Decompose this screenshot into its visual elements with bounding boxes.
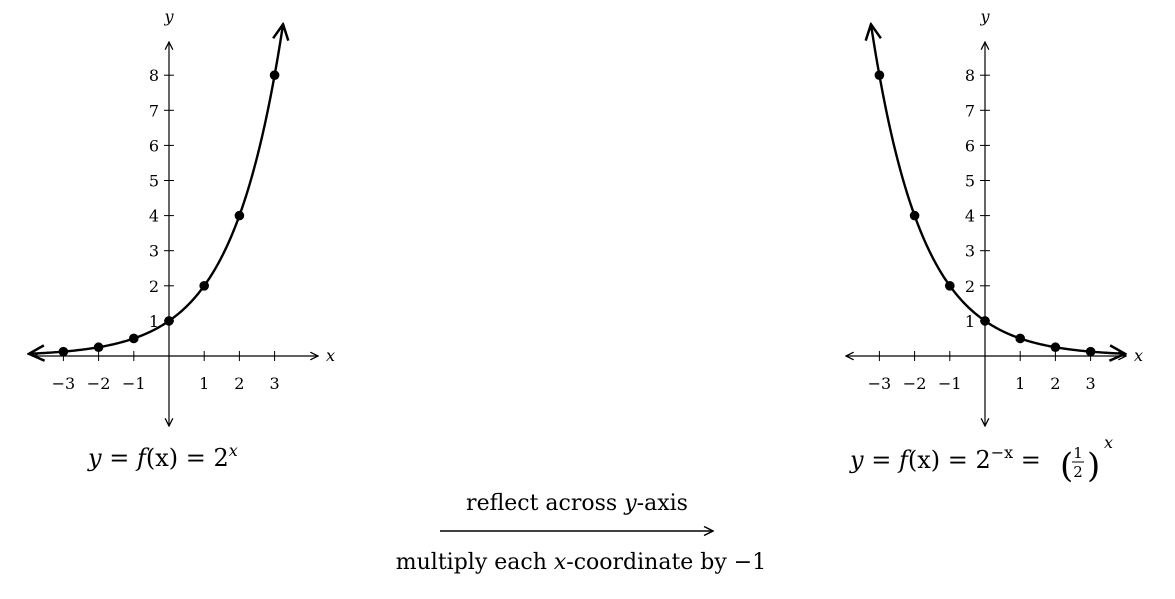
- x-tick-label: −1: [938, 374, 962, 393]
- caption-left: y = f(x) = 2x: [87, 441, 238, 472]
- y-tick-label: 8: [965, 66, 975, 85]
- data-point: [945, 281, 955, 291]
- y-tick-label: 7: [965, 101, 975, 120]
- x-tick-label: 2: [1050, 374, 1060, 393]
- x-tick-label: 2: [234, 374, 244, 393]
- x-tick-label: −3: [868, 374, 892, 393]
- data-point: [1050, 342, 1061, 353]
- y-tick-label: 3: [149, 242, 159, 261]
- x-tick-label: −3: [52, 374, 76, 393]
- data-point: [269, 70, 280, 80]
- x-tick-label: −1: [122, 374, 146, 393]
- data-point: [58, 346, 69, 357]
- x-tick-label: 3: [270, 374, 280, 393]
- fraction-one-half: ( 1 2 ) x: [1060, 433, 1113, 486]
- x-tick-label: −2: [87, 374, 111, 393]
- data-point: [129, 333, 139, 344]
- fraction-denominator: 2: [1073, 463, 1083, 481]
- y-tick-label: 4: [149, 207, 159, 226]
- y-tick-label: 8: [149, 66, 159, 85]
- paren-left: (: [1060, 446, 1073, 486]
- y-tick-label: 3: [965, 242, 975, 261]
- x-axis-label: x: [1134, 346, 1143, 365]
- y-tick-label: 7: [149, 101, 159, 120]
- y-tick-label: 1: [965, 312, 975, 331]
- caption-right: y = f(x) = 2−x =: [849, 443, 1041, 474]
- y-axis-label: y: [163, 7, 174, 26]
- transform-label-below: multiply each x-coordinate by −1: [396, 550, 767, 575]
- function-curve: [871, 24, 1125, 353]
- data-point: [909, 210, 920, 221]
- x-axis-label: x: [326, 346, 335, 365]
- y-tick-label: 5: [965, 172, 975, 191]
- transform-label-above: reflect across y-axis: [466, 491, 688, 516]
- x-tick-label: 1: [199, 374, 209, 393]
- data-point: [164, 316, 174, 326]
- y-tick-label: 5: [149, 172, 159, 191]
- data-point: [874, 70, 885, 80]
- data-point: [1015, 333, 1025, 344]
- graph-exponential-decay: y = f(x) = 2−x = ( 1 2 ) x xy−3 −2 −1 1 2 312…: [846, 7, 1143, 486]
- y-tick-label: 2: [149, 277, 159, 296]
- caption-right-exponent: x: [1104, 433, 1113, 452]
- y-axis-label: y: [979, 7, 990, 26]
- data-point: [199, 281, 209, 291]
- y-tick-label: 2: [965, 277, 975, 296]
- transformation: reflect across y-axis multiply each x-co…: [396, 491, 767, 575]
- paren-right: ): [1087, 446, 1100, 486]
- y-tick-label: 6: [965, 136, 975, 155]
- fraction-numerator: 1: [1073, 444, 1083, 462]
- data-point: [234, 210, 245, 221]
- data-point: [93, 342, 104, 353]
- x-tick-label: 3: [1086, 374, 1096, 393]
- data-point: [1085, 346, 1096, 357]
- y-tick-label: 6: [149, 136, 159, 155]
- y-tick-label: 4: [965, 207, 975, 226]
- data-point: [980, 316, 990, 326]
- x-tick-label: 1: [1015, 374, 1025, 393]
- x-tick-label: −2: [903, 374, 927, 393]
